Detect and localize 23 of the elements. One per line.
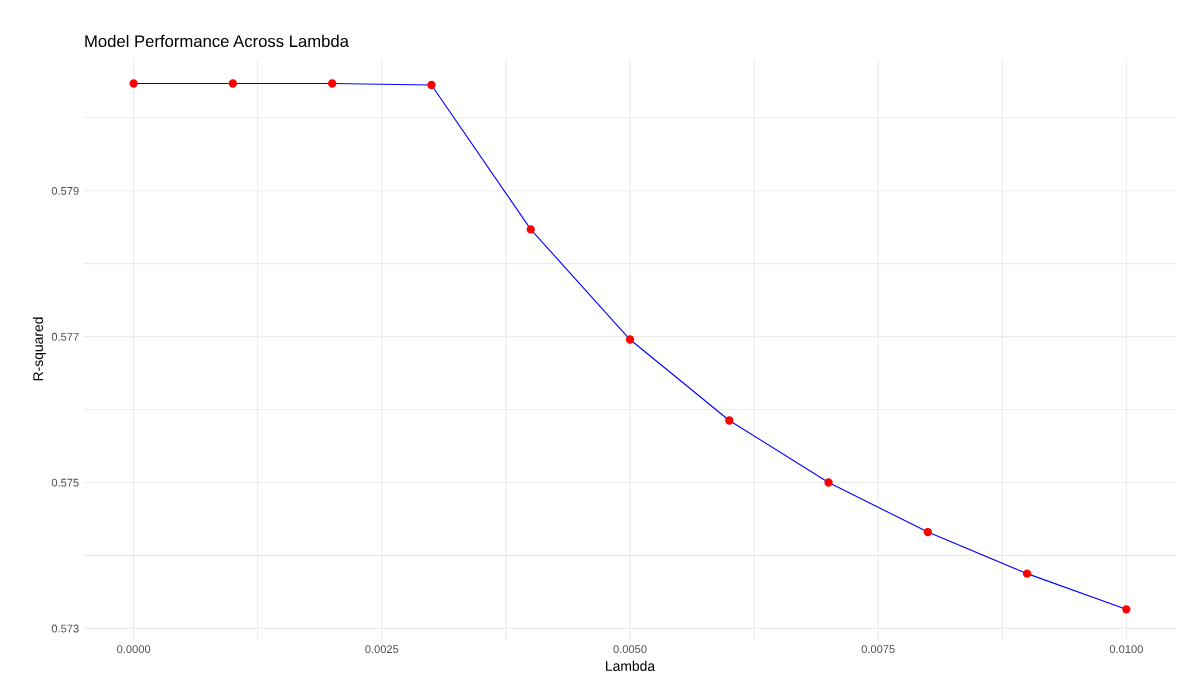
y-tick-label: 0.579	[51, 187, 79, 195]
point	[228, 79, 238, 88]
point	[427, 80, 436, 90]
x-tick-label: 0.0000	[117, 645, 151, 654]
point	[1022, 569, 1032, 578]
y-tick-label: 0.573	[51, 624, 79, 633]
y-axis-title: R-squared	[32, 317, 46, 381]
point	[725, 416, 734, 425]
x-tick-label: 0.0025	[365, 645, 399, 654]
x-axis-title: Lambda	[606, 660, 656, 671]
x-tick-label: 0.0050	[613, 645, 647, 654]
chart-title: Model Performance Across Lambda	[85, 34, 349, 48]
point	[625, 335, 635, 344]
point	[328, 79, 337, 88]
point	[1122, 605, 1131, 614]
point	[526, 225, 535, 234]
x-tick-label: 0.0100	[1109, 645, 1143, 654]
point	[129, 79, 138, 88]
point	[824, 478, 833, 487]
y-tick-label: 0.575	[51, 478, 79, 487]
x-tick-label: 0.0075	[861, 645, 895, 654]
point	[923, 527, 932, 537]
y-tick-label: 0.577	[51, 332, 79, 341]
